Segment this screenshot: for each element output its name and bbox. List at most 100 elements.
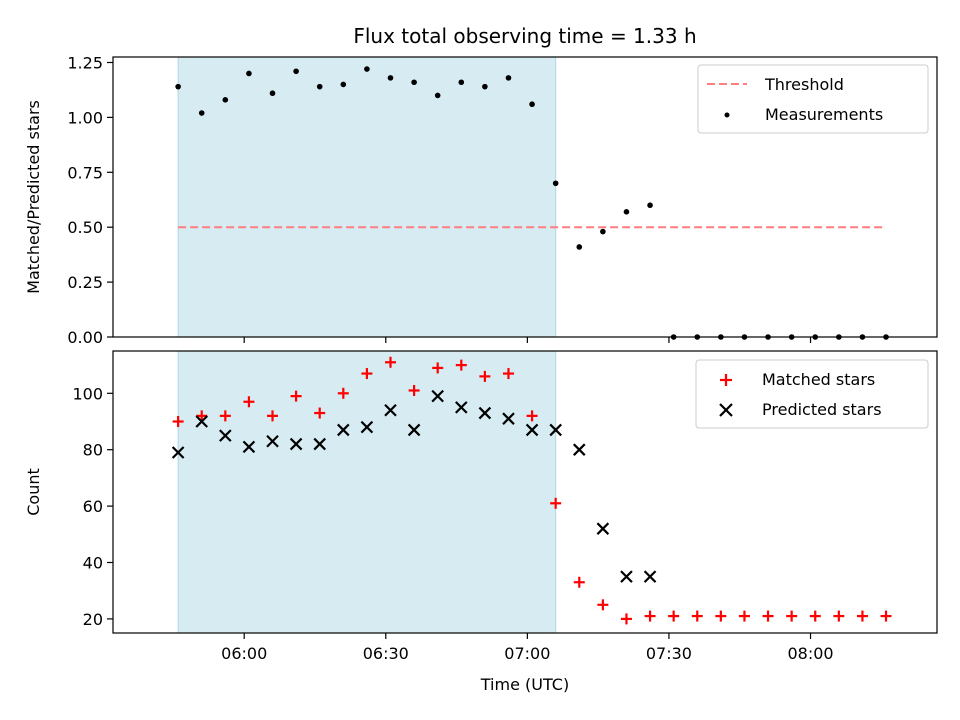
measurement-point xyxy=(364,66,370,72)
predicted-star-point xyxy=(171,446,185,459)
matched-star-point xyxy=(762,610,774,622)
matched-stars-series xyxy=(172,356,892,625)
measurement-point xyxy=(434,92,441,99)
measurement-point xyxy=(600,228,606,235)
predicted-star-point xyxy=(549,423,562,437)
top-y-tick-label: 1.25 xyxy=(67,53,103,72)
legend-predicted-swatch xyxy=(719,403,733,417)
predicted-star-point xyxy=(337,423,350,437)
measurement-point xyxy=(647,202,653,209)
top-shaded-interval xyxy=(177,56,557,338)
predicted-star-point xyxy=(313,437,326,451)
matched-star-point xyxy=(668,610,680,622)
top-legend: Threshold Measurements xyxy=(697,64,929,134)
measurement-point xyxy=(623,209,630,215)
matched-star-point xyxy=(738,610,750,622)
measurement-point xyxy=(316,83,323,90)
top-y-tick-label: 0.00 xyxy=(67,328,103,347)
matched-star-point xyxy=(432,362,444,374)
matched-star-point xyxy=(243,396,255,408)
legend-matched-label: Matched stars xyxy=(762,370,875,389)
matched-star-point xyxy=(526,410,538,422)
predicted-star-point xyxy=(195,415,209,428)
matched-star-point xyxy=(384,356,396,368)
measurement-point xyxy=(387,75,394,81)
x-tick-label: 06:30 xyxy=(363,644,409,663)
x-tick-label: 07:30 xyxy=(646,644,692,663)
predicted-star-point xyxy=(596,522,610,535)
bottom-x-axis-ticks: 06:00 06:30 07:00 07:30 08:00 xyxy=(221,633,834,663)
x-tick-label: 08:00 xyxy=(787,644,833,663)
measurement-point xyxy=(576,244,583,250)
predicted-star-point xyxy=(502,412,515,425)
measurement-point xyxy=(269,90,276,97)
matched-star-point xyxy=(361,368,373,380)
predicted-star-point xyxy=(643,570,657,583)
legend-measurements-swatch xyxy=(724,112,730,118)
predicted-star-point xyxy=(242,440,256,454)
bottom-y-tick-label: 40 xyxy=(83,554,103,573)
top-y-tick-label: 0.50 xyxy=(67,218,103,237)
top-y-axis-label: Matched/Predicted stars xyxy=(24,100,43,294)
measurement-point xyxy=(482,83,488,90)
matched-star-point xyxy=(856,610,868,622)
bottom-shaded-interval xyxy=(177,350,557,634)
bottom-legend: Matched stars Predicted stars xyxy=(695,359,929,429)
predicted-star-point xyxy=(478,406,492,420)
measurement-point xyxy=(458,79,465,86)
bottom-y-tick-label: 60 xyxy=(83,497,103,516)
matched-star-point xyxy=(809,610,821,622)
matched-star-point xyxy=(502,368,514,380)
matched-star-point xyxy=(691,610,703,622)
matched-star-point xyxy=(290,390,302,402)
measurement-point xyxy=(293,68,299,75)
bottom-panel: 20 40 60 80 100 06:00 06:30 07:00 07:30 08:00 Co… xyxy=(24,350,938,694)
measurement-point xyxy=(529,101,535,108)
bottom-y-axis-label: Count xyxy=(24,468,43,516)
legend-threshold-label: Threshold xyxy=(764,75,844,94)
matched-star-point xyxy=(172,416,184,427)
measurement-point xyxy=(246,70,252,77)
predicted-star-point xyxy=(525,423,539,437)
matched-star-point xyxy=(573,576,585,588)
predicted-star-point xyxy=(572,443,586,456)
matched-star-point xyxy=(455,359,467,371)
matched-star-point xyxy=(314,407,326,419)
matched-star-point xyxy=(597,599,609,611)
predicted-star-point xyxy=(289,437,303,451)
matched-star-point xyxy=(715,610,727,622)
matched-star-point xyxy=(408,384,420,396)
top-y-axis-ticks: 0.00 0.25 0.50 0.75 1.00 1.25 xyxy=(67,53,113,347)
top-y-tick-label: 1.00 xyxy=(67,108,103,127)
chart-title: Flux total observing time = 1.33 h xyxy=(353,24,696,48)
measurement-point xyxy=(222,97,229,103)
predicted-star-point xyxy=(219,429,232,442)
measurement-point xyxy=(198,110,205,116)
predicted-star-point xyxy=(407,423,421,437)
bottom-y-tick-label: 100 xyxy=(72,384,103,403)
top-y-tick-label: 0.75 xyxy=(67,163,103,182)
predicted-star-point xyxy=(620,570,633,583)
matched-star-point xyxy=(196,410,208,422)
legend-measurements-label: Measurements xyxy=(765,105,883,124)
bottom-axes-frame xyxy=(112,350,938,634)
measurement-point xyxy=(505,75,512,81)
predicted-star-point xyxy=(360,420,374,434)
top-y-tick-label: 0.25 xyxy=(67,273,103,292)
x-tick-label: 06:00 xyxy=(221,644,267,663)
legend-matched-swatch xyxy=(720,374,732,386)
x-tick-label: 07:00 xyxy=(504,644,550,663)
bottom-legend-box xyxy=(695,359,929,429)
matched-star-point xyxy=(620,613,632,625)
predicted-star-point xyxy=(384,403,397,417)
top-legend-box xyxy=(697,64,929,134)
top-x-axis-ticks xyxy=(243,337,812,343)
matched-star-point xyxy=(644,610,656,622)
bottom-y-tick-label: 80 xyxy=(83,441,103,460)
matched-star-point xyxy=(833,610,845,622)
x-axis-label: Time (UTC) xyxy=(480,675,569,694)
legend-predicted-label: Predicted stars xyxy=(762,400,882,419)
matched-star-point xyxy=(337,387,349,399)
measurement-point xyxy=(340,81,347,88)
